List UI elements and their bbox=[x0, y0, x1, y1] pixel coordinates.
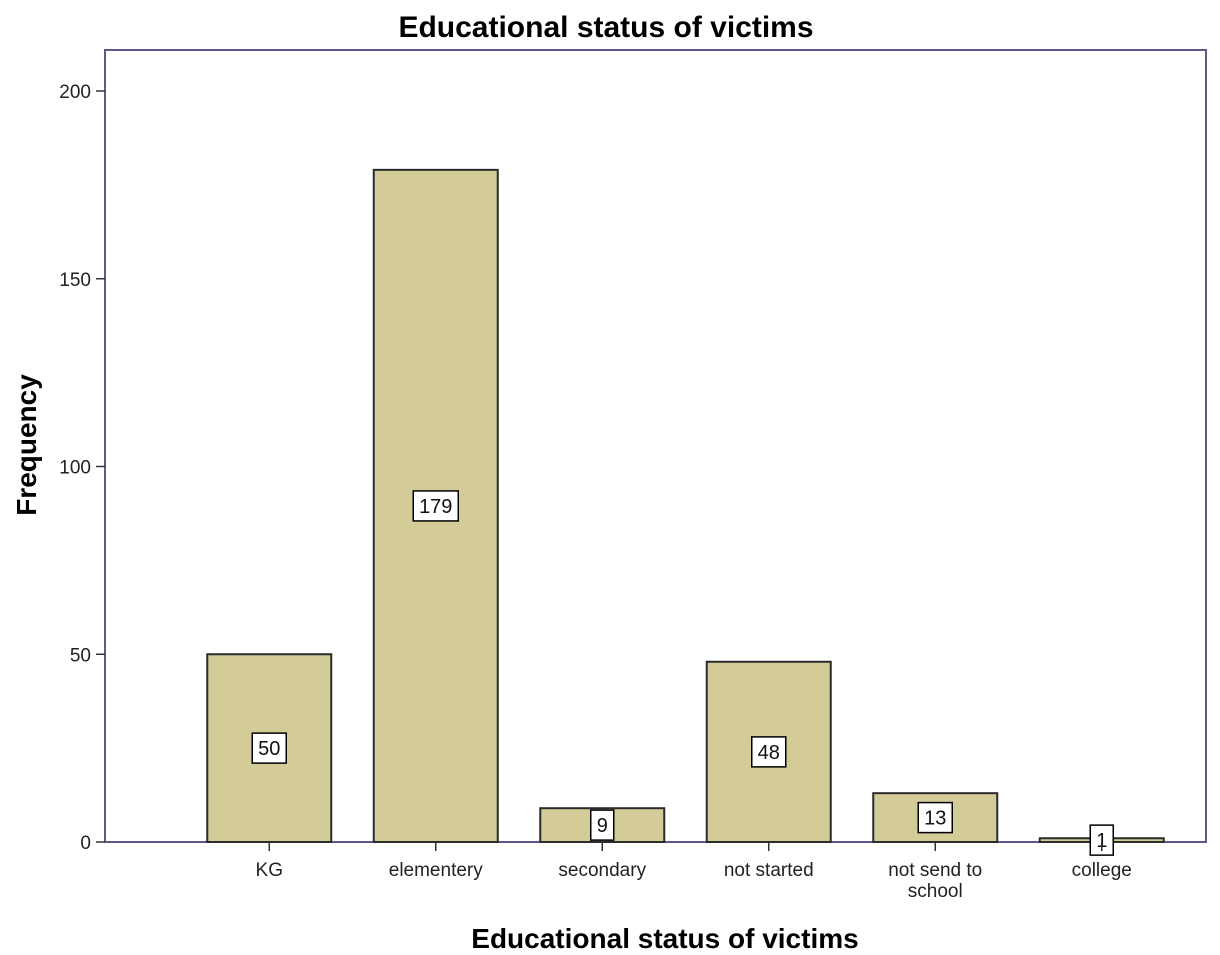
chart-title: Educational status of victims bbox=[398, 11, 813, 44]
data-label: 9 bbox=[597, 815, 608, 837]
x-axis-title: Educational status of victims bbox=[471, 923, 858, 954]
x-category-label-line: college bbox=[1072, 860, 1132, 881]
x-category-label-line: school bbox=[908, 881, 963, 902]
bar-series bbox=[206, 168, 1165, 844]
data-label: 48 bbox=[758, 742, 780, 764]
y-tick-label: 50 bbox=[70, 645, 91, 666]
x-category-label: KG bbox=[256, 860, 283, 881]
data-label-box bbox=[917, 801, 953, 834]
x-category-label-line: not send to bbox=[888, 860, 982, 881]
y-axis: 0 50 100 150 200 bbox=[59, 82, 105, 854]
data-label-box bbox=[1089, 824, 1114, 856]
data-label-box bbox=[590, 809, 615, 841]
x-category-label: not started bbox=[724, 860, 814, 881]
x-category-label-line: elementery bbox=[389, 860, 483, 881]
y-tick-label: 0 bbox=[80, 833, 91, 854]
data-label-box bbox=[412, 490, 459, 522]
x-category-label: college bbox=[1072, 860, 1132, 881]
y-axis-title: Frequency bbox=[11, 374, 42, 516]
y-tick-label: 150 bbox=[59, 270, 91, 291]
x-category-label: secondary bbox=[558, 860, 646, 881]
data-labels: 50 179 9 48 13 1 bbox=[251, 490, 1114, 856]
data-label: 1 bbox=[1096, 830, 1107, 852]
data-label-box bbox=[751, 736, 787, 768]
x-category-label: not send to school bbox=[888, 860, 982, 902]
data-label: 13 bbox=[924, 808, 946, 830]
data-label-box bbox=[251, 732, 287, 764]
x-category-label-line: KG bbox=[256, 860, 283, 881]
x-axis: KG elementery secondary not started not send… bbox=[256, 842, 1132, 902]
y-tick-label: 100 bbox=[59, 458, 91, 479]
x-category-label: elementery bbox=[389, 860, 483, 881]
x-category-label-line: not started bbox=[724, 860, 814, 881]
data-label: 50 bbox=[258, 738, 280, 760]
y-tick-label: 200 bbox=[59, 82, 91, 103]
x-category-label-line: secondary bbox=[558, 860, 646, 881]
data-label: 179 bbox=[419, 496, 452, 518]
